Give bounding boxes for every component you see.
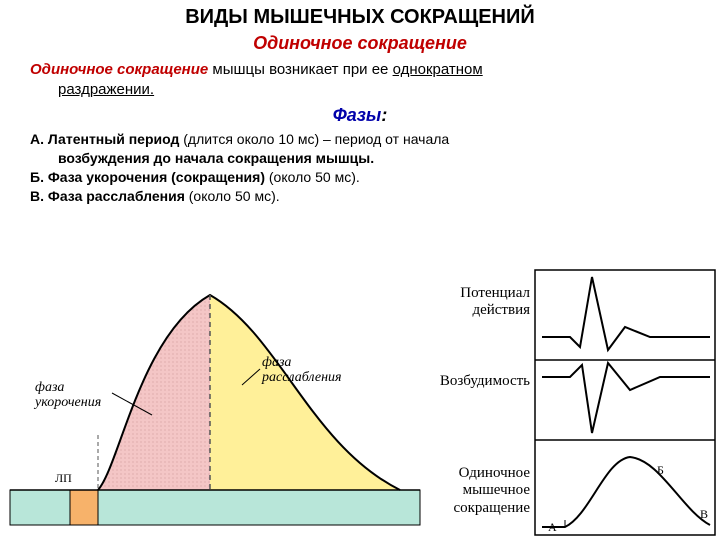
phase-b-label: Б. Фаза укорочения (сокращения) (30, 169, 265, 185)
phase-a-line2: возбуждения до начала сокращения мышцы. (30, 150, 374, 166)
phase-c-rest: (около 50 мс). (185, 188, 280, 204)
phases-colon: : (381, 105, 387, 125)
label-excitability: Возбудимость (425, 373, 530, 390)
phases-word: Фазы (333, 105, 382, 125)
phase-b: Б. Фаза укорочения (сокращения) (около 5… (20, 168, 700, 187)
marker-v: В (700, 507, 708, 522)
phase-a: А. Латентный период (длится около 10 мс)… (20, 130, 700, 168)
phase-c: В. Фаза расслабления (около 50 мс). (20, 187, 700, 206)
marker-b: Б (657, 463, 664, 478)
diagram-left: фазаукорочения фазарасслабления ЛП (0, 265, 430, 540)
diagram-right: Потенциалдействия Возбудимость Одиночное… (430, 265, 720, 540)
subtitle: Одиночное сокращение (20, 33, 700, 54)
diagrams-container: фазаукорочения фазарасслабления ЛП (0, 265, 720, 540)
phase-b-rest: (около 50 мс). (265, 169, 360, 185)
label-lp: ЛП (55, 472, 72, 485)
intro-underline: однократном (393, 61, 483, 78)
label-relaxation: фазарасслабления (262, 355, 342, 386)
phases-title: Фазы: (20, 105, 700, 126)
label-potential: Потенциалдействия (438, 285, 530, 320)
marker-a: А (548, 520, 557, 535)
label-twitch: Одиночноемышечноесокращение (438, 465, 530, 517)
intro-text: Одиночное сокращение мышцы возникает при… (20, 60, 700, 99)
label-shortening: фазаукорочения (35, 380, 101, 411)
intro-line2: раздражении. (30, 80, 154, 100)
intro-bold: Одиночное сокращение (30, 61, 208, 78)
phase-a-rest: (длится около 10 мс) – период от начала (179, 131, 449, 147)
phase-c-label: В. Фаза расслабления (30, 188, 185, 204)
intro-normal1: мышцы возникает при ее (208, 61, 392, 78)
main-title: ВИДЫ МЫШЕЧНЫХ СОКРАЩЕНИЙ (20, 6, 700, 29)
phase-a-label: А. Латентный период (30, 131, 179, 147)
